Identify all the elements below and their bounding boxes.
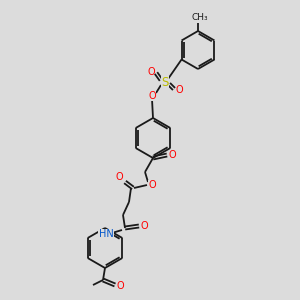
Text: O: O	[175, 85, 183, 95]
Text: O: O	[115, 172, 123, 182]
Text: O: O	[116, 281, 124, 291]
Text: HN: HN	[99, 229, 113, 239]
Text: S: S	[161, 76, 169, 88]
Text: O: O	[168, 150, 176, 160]
Text: O: O	[148, 180, 156, 190]
Text: O: O	[148, 91, 156, 101]
Text: CH₃: CH₃	[192, 13, 208, 22]
Text: O: O	[140, 221, 148, 231]
Text: O: O	[147, 67, 155, 77]
